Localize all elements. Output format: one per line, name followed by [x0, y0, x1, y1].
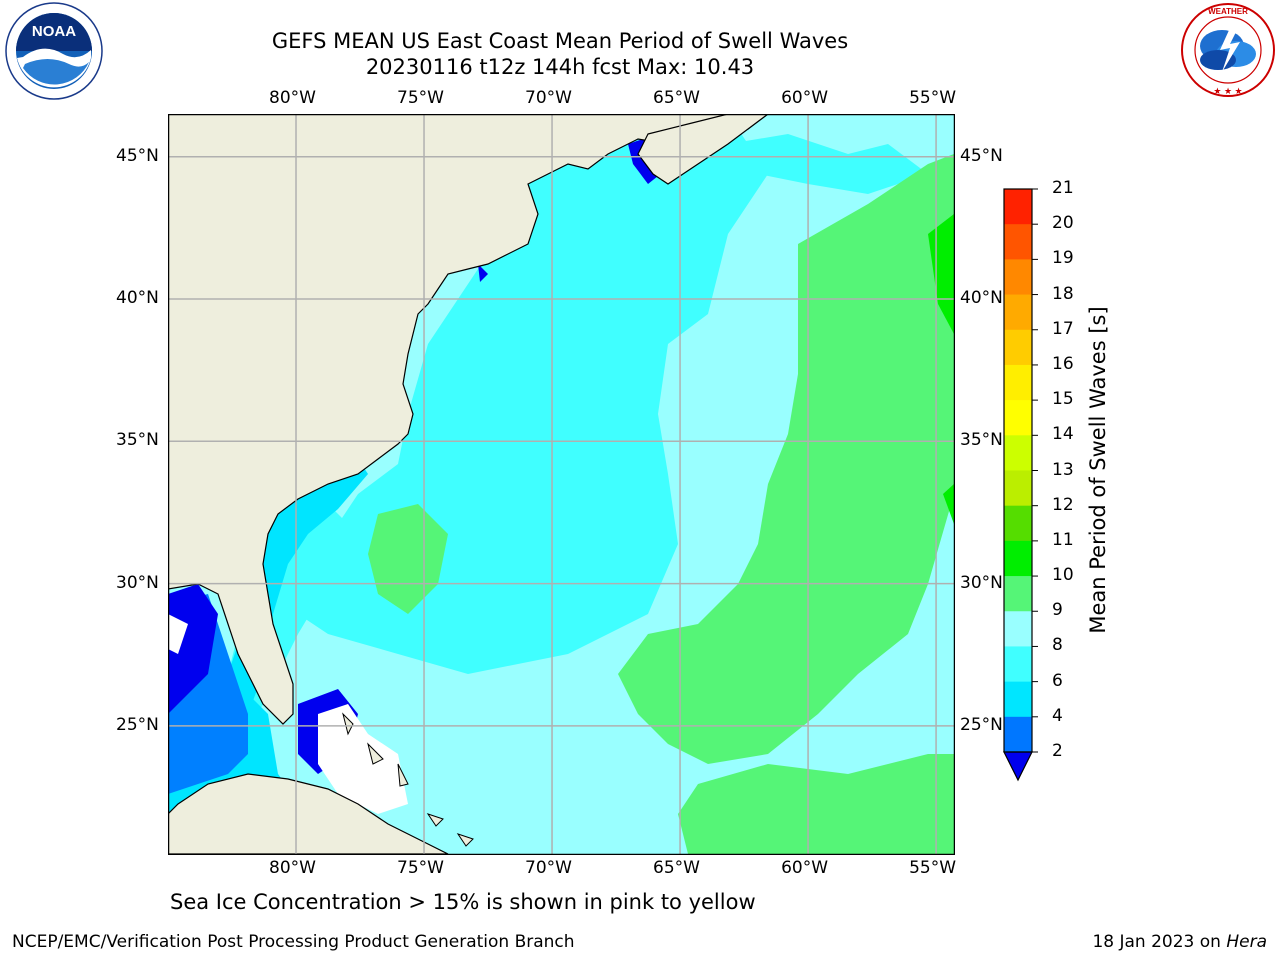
colorbar-title: Mean Period of Swell Waves [s] — [1086, 306, 1110, 634]
lon-label: 75°W — [397, 858, 444, 878]
lat-label: 25°N — [960, 714, 1003, 735]
lat-label: 25°N — [116, 714, 159, 735]
lon-label: 80°W — [269, 858, 316, 878]
colorbar-tick-label: 16 — [1052, 353, 1074, 374]
chart-title: GEFS MEAN US East Coast Mean Period of S… — [271, 29, 849, 53]
colorbar-segment — [1004, 505, 1032, 542]
svg-text:WEATHER: WEATHER — [1208, 7, 1248, 16]
chart-subtitle: 20230116 t12z 144h fcst Max: 10.43 — [365, 55, 755, 79]
lon-label: 60°W — [781, 88, 829, 108]
footer-credit: NCEP/EMC/Verification Post Processing Pr… — [12, 932, 575, 952]
svg-text:★ ★ ★: ★ ★ ★ — [1213, 86, 1242, 96]
lat-label: 40°N — [116, 288, 159, 308]
colorbar-tick-label: 21 — [1052, 178, 1074, 198]
lat-label: 45°N — [116, 145, 159, 166]
footer-date: 18 Jan 2023 on Hera — [1092, 932, 1267, 952]
lat-label: 45°N — [960, 145, 1003, 166]
colorbar-segment — [1004, 400, 1032, 436]
lon-label: 75°W — [397, 88, 444, 108]
colorbar-tick-label: 11 — [1052, 529, 1074, 550]
nws-logo: WEATHER ★ ★ ★ — [1181, 3, 1275, 97]
lon-label: 55°W — [909, 858, 957, 878]
land-cuba — [168, 773, 449, 854]
lon-label: 60°W — [781, 858, 829, 878]
colorbar-tick-label: 4 — [1052, 705, 1063, 726]
colorbar-tick-label: 17 — [1052, 318, 1074, 339]
lat-label: 30°N — [960, 572, 1003, 593]
footer-host: Hera — [1226, 932, 1267, 952]
colorbar-tick-label: 8 — [1052, 635, 1063, 656]
colorbar-tick-label: 9 — [1052, 600, 1063, 621]
colorbar-segment — [1004, 681, 1032, 718]
ocean-under-2-small — [478, 264, 488, 282]
graticule — [168, 114, 954, 854]
ocean-under-2-gulf — [168, 584, 218, 714]
ocean-9-10-south — [678, 754, 954, 854]
colorbar-tick-label: 2 — [1052, 741, 1063, 761]
lon-label: 70°W — [525, 858, 572, 878]
lat-label: 35°N — [960, 430, 1003, 451]
lat-label: 30°N — [116, 572, 159, 593]
colorbar-tick-label: 15 — [1052, 389, 1074, 410]
colorbar-segment — [1004, 259, 1032, 296]
missing-gulf — [168, 614, 188, 654]
missing-bahamas — [318, 704, 408, 814]
lon-label: 55°W — [909, 88, 957, 108]
colorbar-tick-label: 13 — [1052, 459, 1074, 480]
ocean-6-8-east — [728, 134, 928, 194]
colorbar-tick-label: 20 — [1052, 213, 1074, 234]
lat-label: 40°N — [960, 288, 1003, 308]
land-nova-scotia — [637, 114, 769, 185]
colorbar-tick-label: 18 — [1052, 283, 1074, 304]
colorbar-segment — [1004, 189, 1032, 225]
land-bahamas — [342, 712, 474, 847]
colorbar-segment — [1004, 716, 1032, 753]
colorbar-tick-label: 19 — [1052, 248, 1074, 269]
colorbar-segment — [1004, 611, 1032, 647]
lon-label: 80°W — [269, 88, 316, 108]
colorbar-tick-label: 12 — [1052, 494, 1074, 515]
noaa-logo-text: NOAA — [32, 23, 76, 40]
lon-label: 70°W — [525, 88, 572, 108]
colorbar-tick-label: 6 — [1052, 670, 1063, 691]
colorbar-segment — [1004, 576, 1032, 612]
lon-label: 65°W — [653, 858, 700, 878]
swell-period-map — [168, 114, 955, 855]
colorbar — [1003, 188, 1038, 782]
sea-ice-note: Sea Ice Concentration > 15% is shown in … — [170, 890, 756, 914]
colorbar-segment — [1004, 329, 1032, 366]
colorbar-segment — [1004, 435, 1032, 471]
land-us-east — [168, 114, 769, 725]
lon-label: 65°W — [653, 88, 700, 108]
footer-date-text: 18 Jan 2023 on — [1092, 932, 1227, 952]
colorbar-tick-label: 14 — [1052, 424, 1074, 445]
colorbar-segment — [1004, 470, 1032, 507]
colorbar-segment — [1004, 294, 1032, 331]
colorbar-under-extension — [1003, 751, 1033, 782]
ocean-9-10-east — [618, 154, 954, 764]
colorbar-segment — [1004, 364, 1032, 401]
colorbar-segment — [1004, 224, 1032, 260]
colorbar-segment — [1004, 646, 1032, 683]
ocean-9-10-central — [368, 504, 448, 614]
noaa-logo: NOAA — [5, 2, 103, 100]
ocean-10-11-east — [928, 214, 954, 334]
colorbar-segment — [1004, 540, 1032, 577]
ocean-10-11-small — [943, 484, 954, 524]
lat-label: 35°N — [116, 430, 159, 451]
colorbar-tick-label: 10 — [1052, 565, 1074, 586]
